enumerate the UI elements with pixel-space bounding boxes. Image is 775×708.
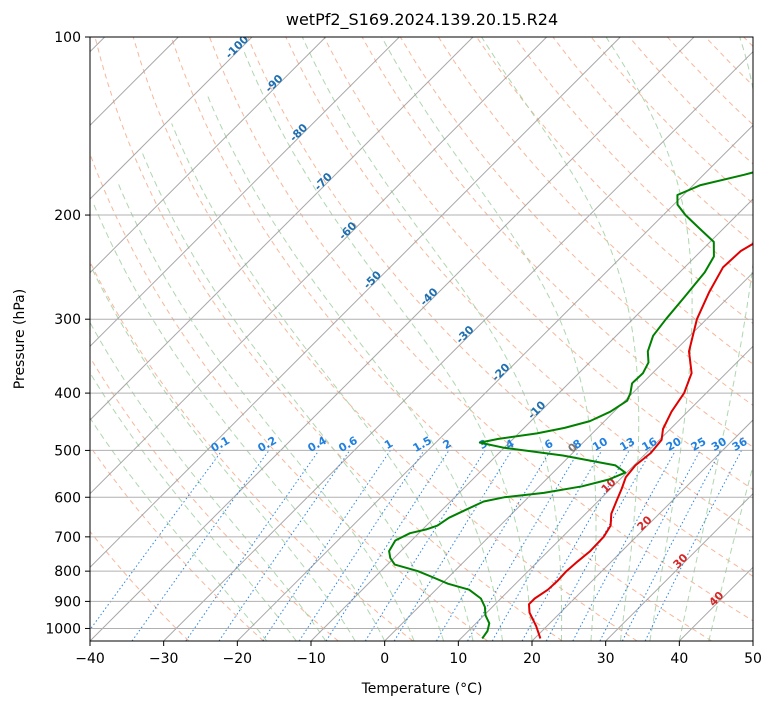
moist-adiabat bbox=[242, 49, 533, 641]
y-axis-ticks: 1000 900 800 700 600 500 400 300 200 100 bbox=[45, 30, 90, 637]
dewpoint-line bbox=[388, 171, 753, 640]
dry-adiabat bbox=[247, 37, 753, 577]
mixing-ratio-line bbox=[218, 450, 351, 641]
moist-adiabat bbox=[381, 37, 597, 641]
mixing-ratio-line bbox=[298, 450, 425, 641]
background-lines bbox=[90, 37, 753, 641]
isotherm-line bbox=[90, 37, 253, 200]
isotherm-line bbox=[90, 37, 474, 421]
temperature-line bbox=[528, 242, 753, 639]
y-axis-label: Pressure (hPa) bbox=[12, 289, 28, 389]
pressure-gridlines bbox=[90, 37, 753, 629]
x-axis-label: Temperature (°C) bbox=[361, 681, 483, 697]
x-tick-label: −20 bbox=[223, 651, 253, 667]
isotherm-line bbox=[310, 198, 753, 641]
x-tick-label: −10 bbox=[296, 651, 326, 667]
mixing-ratio-line bbox=[131, 450, 270, 641]
dry-adiabat bbox=[90, 152, 488, 641]
y-tick-label: 900 bbox=[54, 594, 81, 610]
y-tick-label: 400 bbox=[54, 386, 81, 402]
moist-adiabat bbox=[116, 180, 415, 641]
x-axis-ticks: −40 −30 −20 −10 0 10 20 30 40 50 bbox=[75, 641, 762, 667]
moist-adiabat bbox=[678, 37, 753, 641]
isotherm-line bbox=[90, 37, 695, 641]
moist-adiabat bbox=[90, 417, 268, 641]
dry-adiabat bbox=[90, 356, 339, 641]
mixing-ratio-line bbox=[325, 450, 450, 641]
x-tick-label: 0 bbox=[380, 651, 389, 667]
moist-adiabat bbox=[90, 263, 356, 641]
x-tick-label: 40 bbox=[670, 651, 688, 667]
x-tick-label: 30 bbox=[597, 651, 615, 667]
mixing-ratio-line bbox=[521, 450, 630, 641]
y-tick-label: 700 bbox=[54, 530, 81, 546]
mixing-ratio-line bbox=[185, 450, 320, 641]
moist-adiabat bbox=[92, 201, 386, 641]
dry-adiabat bbox=[90, 530, 190, 641]
moist-adiabat bbox=[90, 371, 297, 641]
y-tick-label: 300 bbox=[54, 312, 81, 328]
dry-adiabat bbox=[132, 37, 638, 641]
dry-adiabat bbox=[94, 37, 563, 641]
x-tick-label: 20 bbox=[523, 651, 541, 667]
y-tick-label: 500 bbox=[54, 443, 81, 459]
dry-adiabat bbox=[514, 37, 753, 284]
isotherm-line bbox=[384, 271, 753, 641]
isotherm-line bbox=[457, 345, 753, 641]
mixing-ratio-line bbox=[393, 450, 513, 641]
y-tick-label: 200 bbox=[54, 208, 81, 224]
isotherm-line bbox=[90, 37, 400, 348]
x-tick-label: −40 bbox=[75, 651, 105, 667]
isotherm-line bbox=[163, 50, 753, 641]
mixing-ratio-line bbox=[545, 450, 652, 641]
moist-adiabat bbox=[708, 464, 753, 641]
y-tick-label: 600 bbox=[54, 490, 81, 506]
isotherm-line bbox=[90, 37, 327, 274]
isotherm-line bbox=[90, 37, 621, 569]
x-tick-label: 10 bbox=[449, 651, 467, 667]
dry-adiabat bbox=[209, 37, 753, 622]
isotherm-line bbox=[605, 492, 753, 641]
profile-series bbox=[388, 171, 753, 640]
y-tick-label: 100 bbox=[54, 30, 81, 46]
mixing-ratio-line bbox=[621, 450, 722, 641]
x-tick-label: 50 bbox=[744, 651, 762, 667]
chart-title: wetPf2_S169.2024.139.20.15.R24 bbox=[286, 10, 558, 30]
moist-adiabat bbox=[481, 37, 640, 641]
dry-adiabat bbox=[399, 37, 753, 407]
y-tick-label: 1000 bbox=[45, 621, 81, 637]
y-tick-label: 800 bbox=[54, 564, 81, 580]
mixing-ratio-line bbox=[262, 450, 391, 641]
moist-adiabat bbox=[605, 37, 693, 641]
isotherm-line bbox=[531, 419, 753, 641]
x-tick-label: −30 bbox=[149, 651, 179, 667]
isotherm-line bbox=[236, 124, 753, 641]
isotherm-line bbox=[90, 37, 548, 495]
mixing-ratio-line bbox=[644, 450, 742, 641]
mixing-ratio-line bbox=[90, 450, 223, 631]
mixing-ratio-line bbox=[572, 450, 676, 641]
dry-adiabat bbox=[170, 37, 712, 641]
plot-frame bbox=[89, 36, 754, 642]
moist-adiabat bbox=[301, 37, 563, 641]
moist-adiabat bbox=[90, 321, 327, 641]
dry-adiabat bbox=[90, 445, 264, 641]
